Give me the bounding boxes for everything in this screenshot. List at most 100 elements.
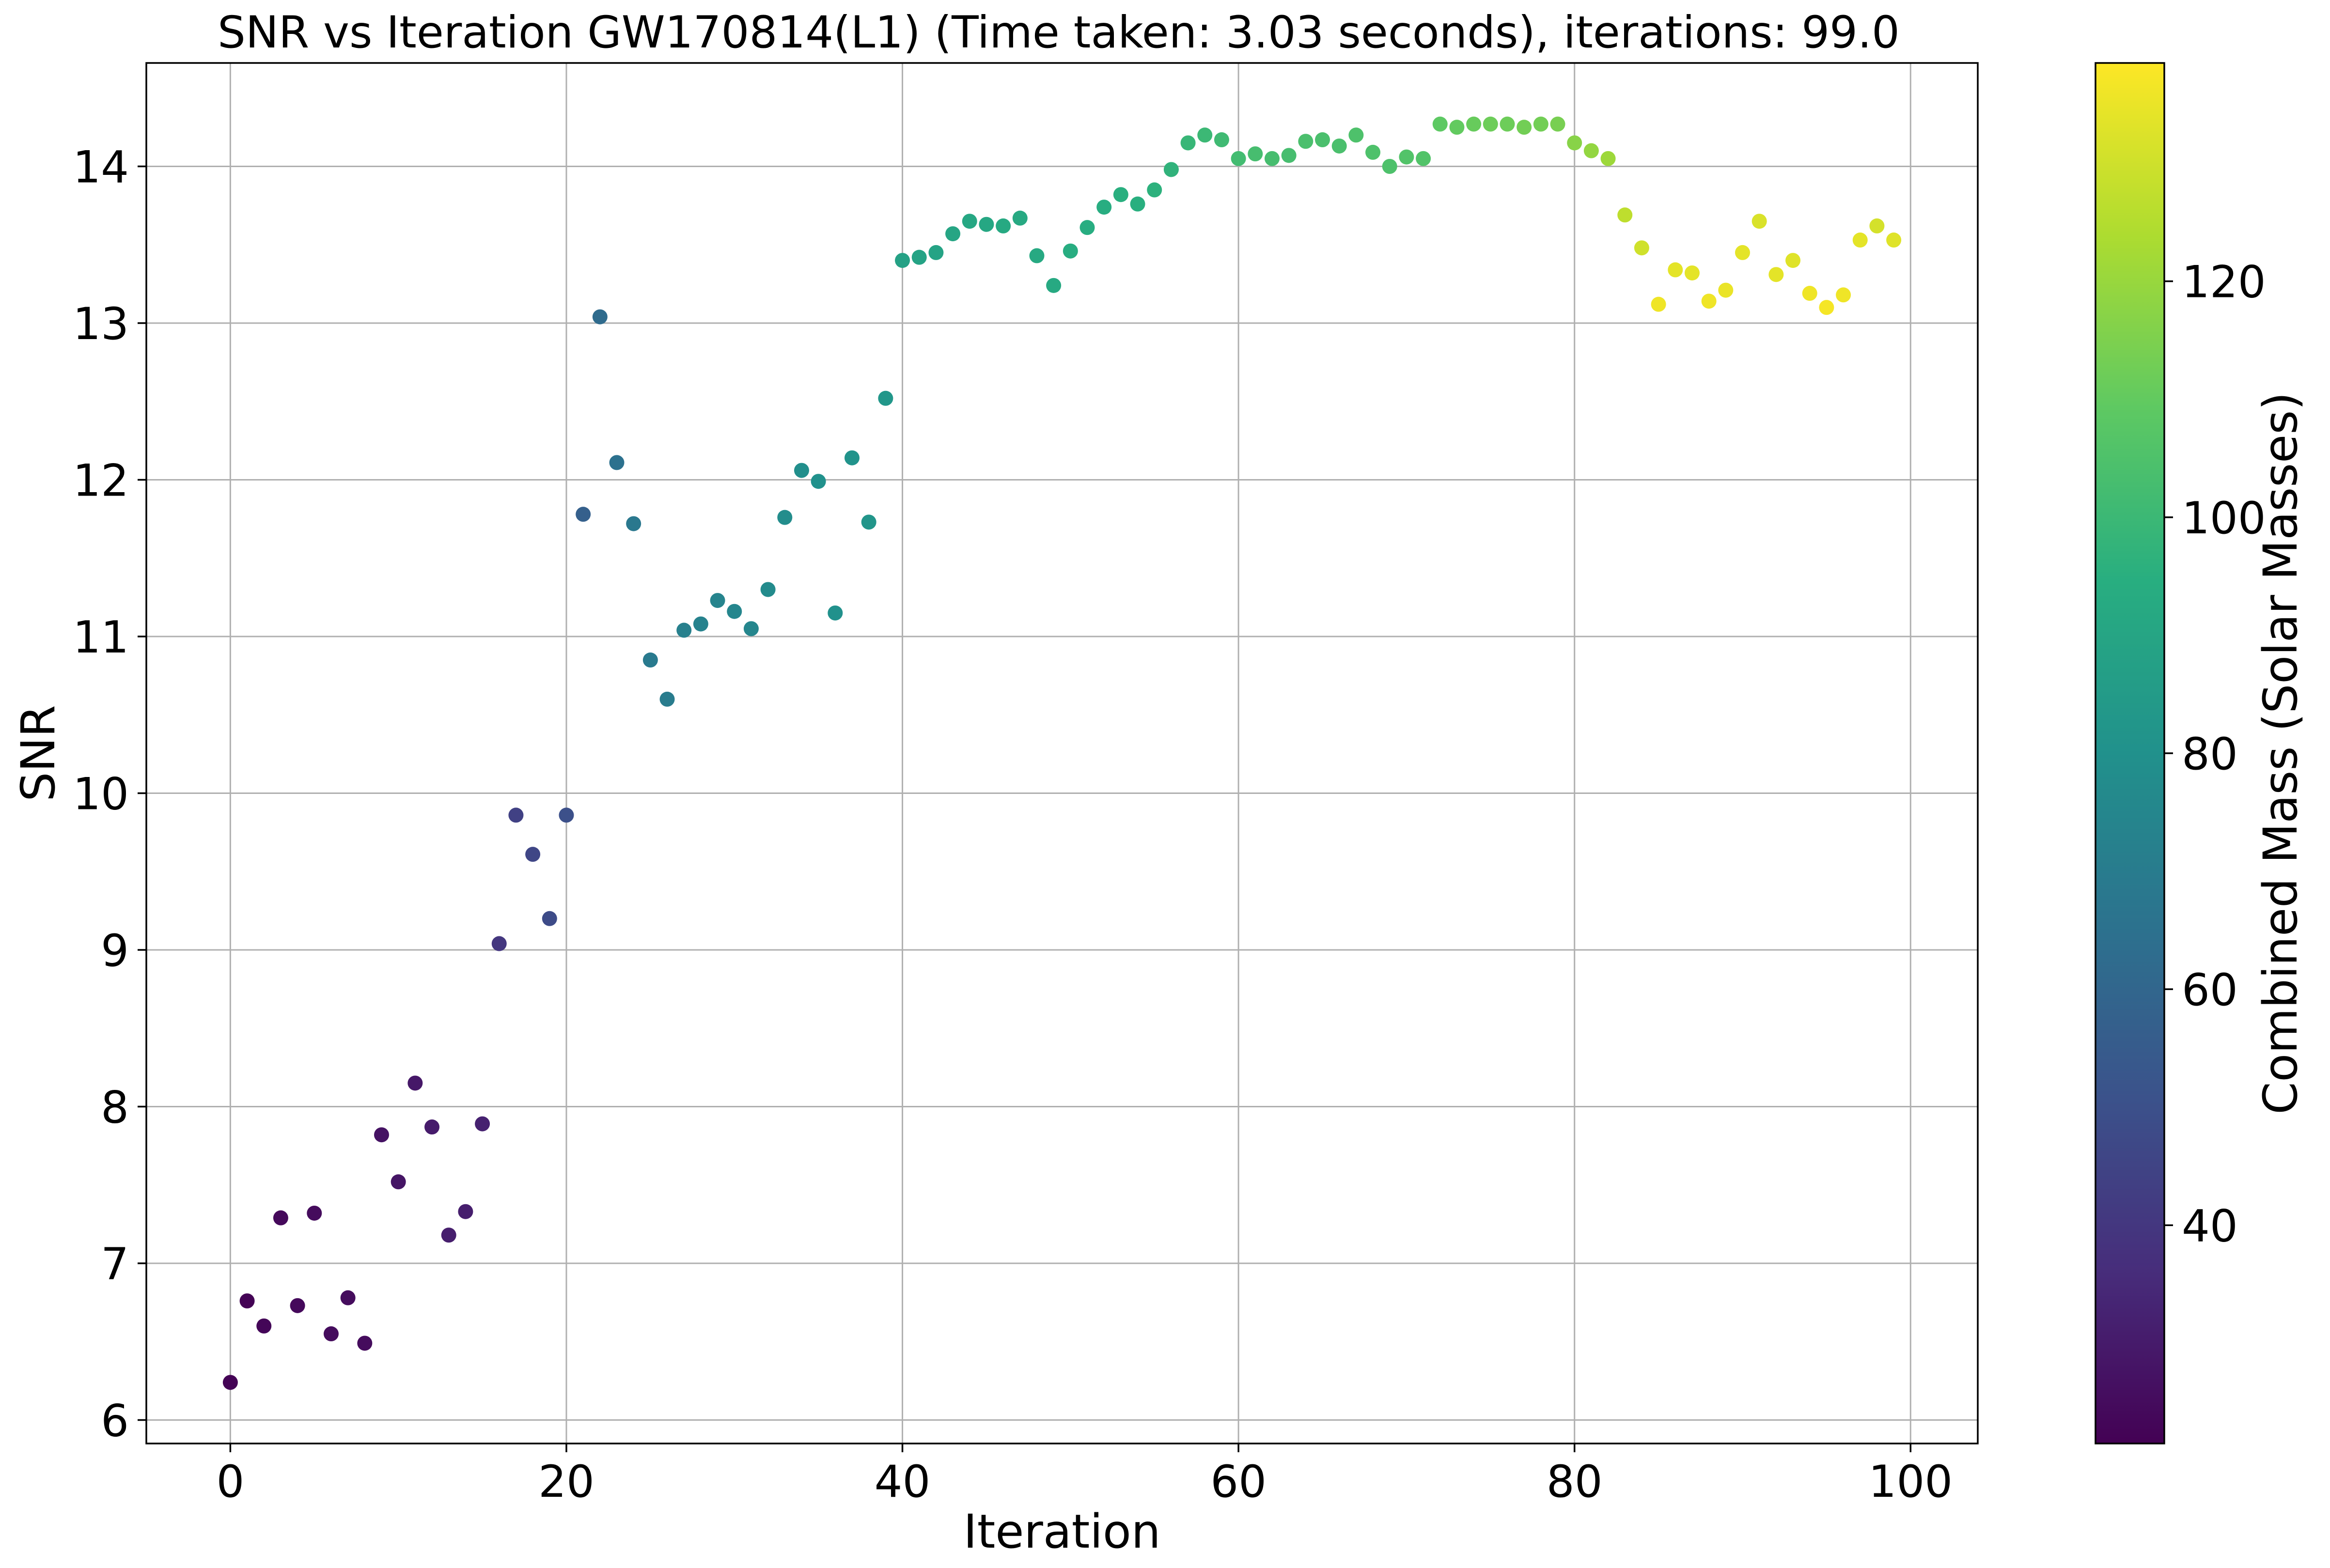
data-point	[1869, 218, 1885, 233]
data-point	[1819, 300, 1834, 315]
data-point	[1802, 286, 1817, 301]
x-tick-label: 80	[1547, 1457, 1603, 1507]
data-point	[844, 450, 860, 466]
data-point	[441, 1227, 456, 1243]
chart-title: SNR vs Iteration GW170814(L1) (Time take…	[218, 7, 1900, 58]
data-point	[1197, 127, 1213, 143]
data-point	[710, 593, 725, 608]
data-point	[340, 1290, 356, 1305]
data-point	[1583, 143, 1599, 158]
data-point	[1517, 120, 1532, 135]
data-point	[357, 1335, 373, 1351]
data-point	[1836, 287, 1851, 303]
data-point	[1768, 267, 1784, 282]
data-point	[407, 1075, 423, 1091]
y-axis-label: SNR	[11, 705, 65, 801]
data-point	[1180, 135, 1196, 151]
data-point	[307, 1205, 322, 1221]
data-point	[1163, 162, 1179, 177]
data-point	[592, 309, 608, 325]
data-point	[391, 1174, 406, 1190]
data-point	[1063, 243, 1078, 259]
data-point	[1264, 151, 1280, 166]
data-point	[878, 390, 893, 406]
data-point	[760, 582, 776, 597]
data-point	[1432, 116, 1448, 132]
data-point	[861, 514, 876, 530]
data-point	[1668, 262, 1683, 278]
colorbar	[2095, 62, 2165, 1444]
colorbar-ticks: 40 60 80 100 120	[2164, 257, 2266, 1252]
data-point	[1567, 135, 1582, 151]
data-point	[1617, 207, 1633, 223]
data-point	[996, 218, 1011, 233]
colorbar-label: Combined Mass (Solar Masses)	[2253, 392, 2308, 1114]
data-point	[911, 249, 927, 265]
data-point	[1634, 240, 1649, 256]
data-point	[1684, 265, 1700, 280]
colorbar-tick-label: 100	[2182, 493, 2266, 544]
data-point	[1315, 132, 1330, 148]
data-point	[1046, 278, 1062, 293]
data-point	[1718, 282, 1734, 298]
data-point	[895, 253, 910, 268]
data-point	[1735, 245, 1750, 260]
data-point	[323, 1326, 339, 1342]
data-point	[962, 214, 977, 229]
y-tick-label: 8	[101, 1082, 129, 1133]
data-point	[811, 474, 826, 489]
data-points	[222, 116, 1902, 1390]
data-point	[1466, 116, 1482, 132]
data-point	[777, 510, 793, 525]
data-point	[1012, 210, 1028, 226]
gridlines	[146, 63, 1978, 1444]
data-point	[1281, 148, 1297, 163]
data-point	[1886, 233, 1902, 248]
data-point	[794, 463, 809, 478]
colorbar-tick-label: 60	[2182, 965, 2238, 1016]
data-point	[1500, 116, 1515, 132]
data-point	[1029, 248, 1045, 264]
data-point	[609, 455, 625, 470]
y-tick-label: 14	[73, 142, 129, 193]
y-tick-label: 7	[101, 1239, 129, 1290]
y-axis-ticks: 6 7 8 9 10 11 12 13 14	[73, 142, 146, 1446]
data-point	[1214, 132, 1229, 148]
x-tick-label: 0	[216, 1457, 244, 1507]
data-point	[1852, 233, 1868, 248]
data-point	[1348, 127, 1364, 143]
y-tick-label: 12	[73, 455, 129, 506]
y-tick-label: 9	[101, 926, 129, 977]
data-point	[1399, 149, 1414, 165]
data-point	[727, 604, 742, 619]
data-point	[525, 847, 541, 862]
data-point	[693, 616, 708, 632]
data-point	[1785, 253, 1801, 268]
colorbar-tick-label: 80	[2182, 729, 2238, 780]
data-point	[979, 217, 994, 232]
x-axis-ticks: 0 20 40 60 80 100	[216, 1444, 1953, 1507]
data-point	[1113, 187, 1128, 202]
data-point	[273, 1210, 288, 1226]
data-point	[508, 807, 524, 823]
data-point	[576, 507, 591, 522]
x-tick-label: 20	[538, 1457, 594, 1507]
data-point	[1331, 138, 1347, 154]
data-point	[1231, 151, 1246, 166]
data-point	[626, 516, 641, 531]
data-point	[256, 1318, 272, 1334]
data-point	[222, 1375, 238, 1390]
data-point	[1533, 116, 1548, 132]
data-point	[928, 245, 944, 260]
plot-frame	[145, 62, 1979, 1444]
y-tick-label: 10	[73, 769, 129, 820]
data-point	[1365, 144, 1381, 160]
data-point	[491, 936, 507, 951]
y-tick-label: 11	[73, 612, 129, 663]
data-point	[1751, 214, 1767, 229]
data-point	[1298, 134, 1314, 149]
data-point	[458, 1204, 473, 1219]
data-point	[1483, 116, 1498, 132]
data-point	[1130, 196, 1145, 212]
